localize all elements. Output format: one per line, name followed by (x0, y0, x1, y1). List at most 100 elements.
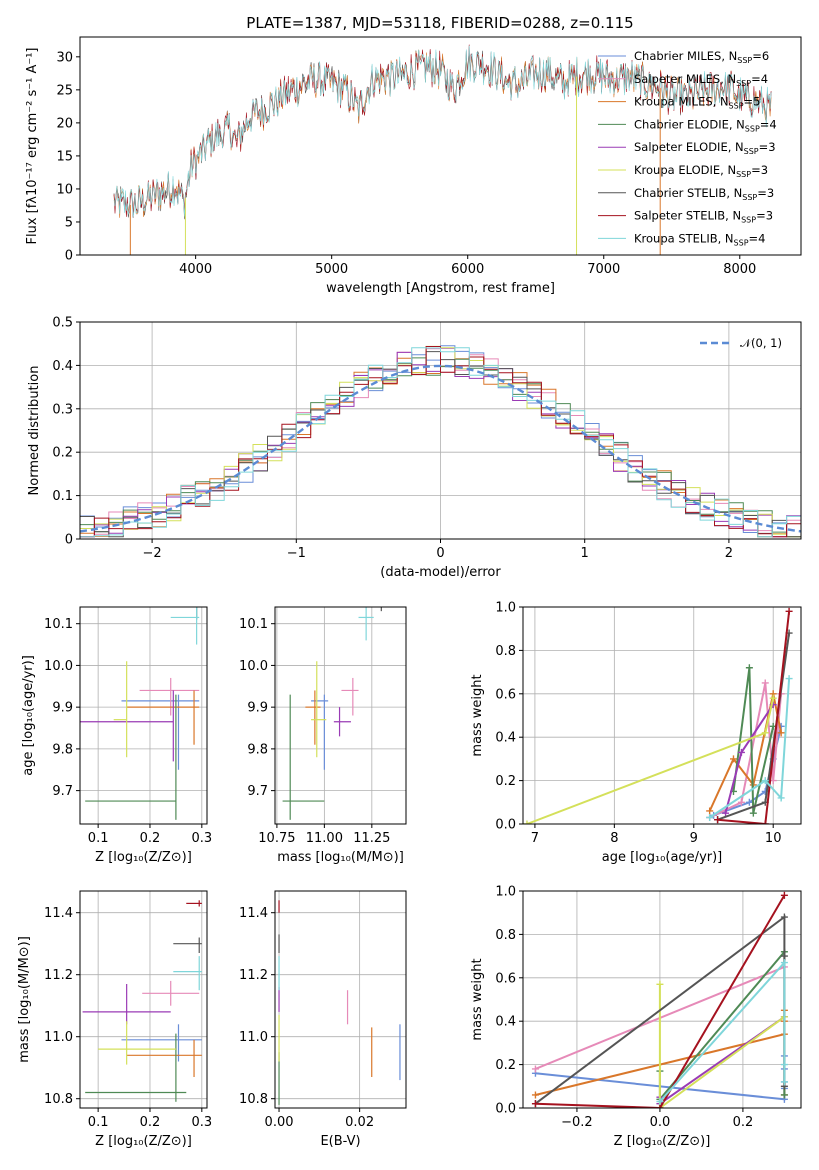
series-line (717, 611, 791, 824)
errorbar-salpeter-miles (142, 980, 200, 1006)
y-tick-label: 0.6 (495, 687, 516, 702)
data-point (780, 891, 788, 899)
x-axis-label: mass [log₁₀(M/M⊙)] (277, 850, 404, 865)
chart-title: PLATE=1387, MJD=53118, FIBERID=0288, z=0… (246, 14, 633, 32)
legend-text: Salpeter STELIB, N (634, 209, 741, 223)
x-axis-label: wavelength [Angstrom, rest frame] (326, 281, 555, 296)
x-tick-label: 7 (531, 831, 539, 846)
y-tick-label: 9.7 (52, 784, 73, 799)
y-tick-label: 11.0 (44, 1030, 73, 1045)
y-tick-label: 10.0 (239, 659, 268, 674)
x-axis-label: Z [log₁₀(Z/Z⊙)] (95, 850, 192, 865)
data-point (780, 913, 788, 921)
panel-spectrum: 4000 5000 6000 7000 8000 0 5 10 15 20 25 30 waveleng… (25, 36, 802, 296)
legend-sub: SSP (742, 193, 757, 202)
data-point (761, 777, 769, 785)
errorbar-salpeter-miles (139, 677, 200, 716)
series-line (732, 667, 775, 814)
legend-suffix: =5 (744, 95, 761, 109)
y-tick-label: 30 (56, 50, 73, 65)
x-tick-label: 0 (436, 546, 444, 561)
errorbar-kroupa-stelib (170, 607, 200, 645)
y-tick-label: 1.0 (495, 885, 516, 900)
data-point (777, 794, 785, 802)
x-tick-label: 9 (690, 831, 698, 846)
axes-frame (79, 890, 208, 1109)
y-tick-label: 10.0 (44, 659, 73, 674)
errorbar-chabrier-miles (121, 1024, 202, 1062)
data-point (780, 959, 788, 967)
y-tick-label: 10 (56, 182, 73, 197)
y-tick-label: 0.2 (52, 446, 73, 461)
series-line (659, 959, 786, 1103)
errorbar-kroupa-elodie (113, 661, 128, 758)
x-tick-label: 0.2 (733, 1115, 754, 1130)
x-tick-label: 7000 (587, 262, 620, 277)
legend-entry: Salpeter ELODIE, NSSP=3 (634, 140, 776, 156)
y-tick-label: 5 (65, 215, 73, 230)
data-point (656, 980, 664, 988)
y-tick-label: 0.4 (495, 731, 516, 746)
data-point (761, 820, 769, 824)
legend-text: Chabrier ELODIE, N (634, 117, 745, 131)
legend-suffix: =3 (757, 186, 774, 200)
errorbar-salpeter-elodie (333, 707, 351, 737)
y-axis-label: mass weight (470, 674, 485, 756)
x-tick-label: 6000 (451, 262, 484, 277)
legend-entry: Kroupa MILES, NSSP=5 (634, 95, 760, 111)
legend-entry: Chabrier MILES, NSSP=6 (634, 49, 769, 65)
data-point (706, 813, 714, 821)
errorbar-kroupa-miles (305, 690, 321, 745)
x-tick-label: 1 (581, 546, 589, 561)
legend-text: Chabrier MILES, N (634, 49, 737, 63)
legend-entry: Kroupa STELIB, NSSP=4 (634, 231, 765, 247)
y-tick-label: 9.8 (52, 742, 73, 757)
y-tick-label: 0.3 (52, 402, 73, 417)
x-tick-label: 0.2 (140, 1115, 161, 1130)
legend-text: Chabrier STELIB, N (634, 186, 742, 200)
axes-frame (522, 606, 802, 825)
legend-sub: SSP (744, 147, 759, 156)
errorbar-chabrier-stelib (380, 607, 382, 612)
legend-suffix: =4 (751, 72, 768, 86)
y-tick-label: 0.4 (52, 359, 73, 374)
y-axis-label: Normed distribution (27, 366, 42, 496)
y-tick-label: 11.0 (239, 1030, 268, 1045)
errorbar-chabrier-miles (121, 694, 200, 770)
legend-entry: Salpeter STELIB, NSSP=3 (634, 209, 773, 225)
errorbar-chabrier-elodie (282, 694, 325, 820)
errorbar-salpeter-stelib (186, 590, 199, 603)
data-point (706, 807, 714, 815)
axes-frame (79, 36, 802, 256)
y-tick-label: 0 (65, 249, 73, 264)
axes-frame (274, 890, 407, 1109)
errorbar-salpeter-stelib (186, 900, 202, 907)
y-tick-label: 0.8 (495, 928, 516, 943)
x-axis-label: Z [log₁₀(Z/Z⊙)] (95, 1134, 192, 1149)
y-axis-label: Flux [fλ10⁻¹⁷ erg cm⁻² s⁻¹ A⁻¹] (25, 48, 40, 245)
y-tick-label: 20 (56, 116, 73, 131)
legend-sub: SSP (729, 102, 744, 111)
y-tick-label: 1.0 (495, 601, 516, 616)
x-tick-label: 0.02 (345, 1115, 374, 1130)
x-tick-label: 0.3 (191, 831, 212, 846)
legend-suffix: =3 (751, 163, 768, 177)
data-point (785, 607, 793, 615)
y-tick-label: 10.8 (44, 1092, 73, 1107)
data-point (777, 729, 785, 737)
y-tick-label: 0.0 (495, 818, 516, 833)
x-axis-label: (data-model)/error (380, 565, 501, 580)
y-tick-label: 11.2 (44, 968, 73, 983)
x-tick-label: 10.75 (258, 831, 295, 846)
data-point (737, 748, 745, 756)
data-point (780, 1091, 788, 1099)
y-tick-label: 11.2 (239, 968, 268, 983)
data-point (780, 1078, 788, 1086)
legend-sub: SSP (741, 216, 756, 225)
y-tick-label: 9.9 (247, 701, 268, 716)
data-point (769, 694, 777, 702)
series-kroupa-elodie (523, 694, 777, 824)
legend-suffix: =3 (759, 140, 776, 154)
